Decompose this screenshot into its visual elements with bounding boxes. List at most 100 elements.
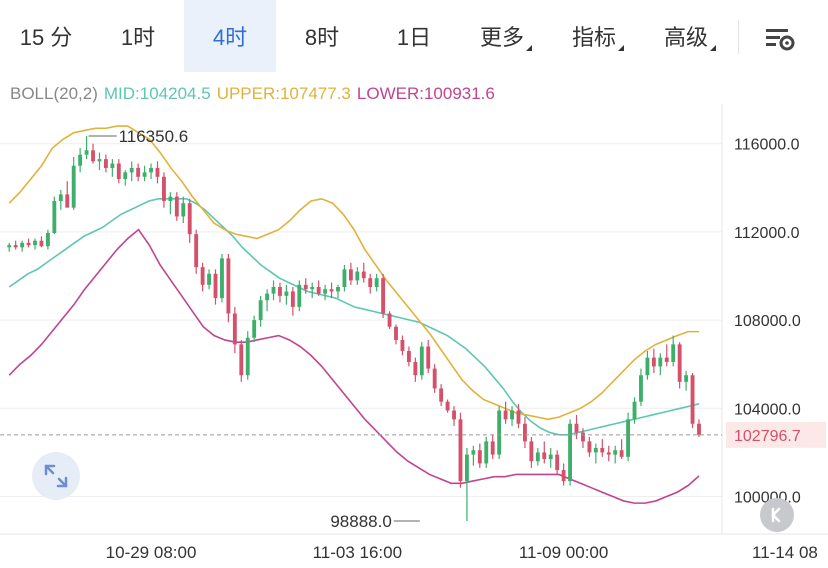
tab-label: 4时 — [212, 25, 248, 50]
candle-body — [677, 344, 682, 382]
candle-body — [684, 375, 689, 382]
candle-body — [471, 450, 476, 455]
tab-label: 指标 — [571, 25, 616, 50]
candle-body — [110, 163, 115, 168]
candle-body — [103, 159, 108, 168]
tab-15min[interactable]: 15 分 — [0, 0, 92, 72]
candle-body — [452, 410, 456, 420]
candle-body — [303, 284, 308, 290]
indicator-name: BOLL(20,2) — [10, 84, 98, 103]
min-price-label: 98888.0 — [330, 512, 391, 531]
candle-body — [619, 450, 624, 457]
candle-body — [458, 419, 463, 482]
tab-label: 1日 — [396, 25, 432, 50]
candle-body — [168, 196, 173, 202]
fullscreen-button[interactable] — [32, 452, 80, 500]
candle-body — [271, 287, 276, 294]
candle-body — [581, 432, 585, 442]
y-tick-label: 108000.0 — [734, 313, 801, 330]
candle-body — [645, 357, 650, 376]
candlestick-chart[interactable]: 100000.0104000.0108000.0112000.0116000.0… — [0, 104, 828, 568]
candle-body — [600, 448, 605, 453]
y-tick-label: 112000.0 — [734, 225, 800, 242]
candle-body — [58, 194, 63, 202]
y-tick-label: 104000.0 — [734, 401, 801, 418]
candle-body — [232, 313, 237, 345]
candle-body — [394, 326, 398, 340]
candle-body — [477, 450, 482, 464]
candle-body — [361, 271, 366, 279]
tab-advanced-dropdown[interactable]: 高级 — [644, 0, 736, 72]
tab-4h[interactable]: 4时 — [184, 0, 276, 72]
candle-body — [348, 269, 353, 281]
tab-1h[interactable]: 1时 — [92, 0, 184, 72]
boll-upper-line — [8, 125, 699, 421]
candle-body — [651, 357, 656, 367]
candle-body — [632, 401, 637, 420]
chart-settings-button[interactable] — [760, 20, 800, 56]
candle-body — [606, 452, 611, 455]
candle-body — [116, 163, 121, 179]
candle-body — [149, 167, 153, 173]
candle-body — [413, 362, 418, 376]
tab-label: 15 分 — [19, 25, 73, 50]
tab-label: 1时 — [120, 25, 156, 50]
candle-body — [690, 375, 695, 424]
candle-body — [39, 240, 44, 247]
candle-body — [142, 172, 147, 177]
max-price-label: 116350.6 — [119, 127, 189, 146]
scroll-to-start-button[interactable] — [760, 498, 794, 532]
tab-indicators-dropdown[interactable]: 指标 — [552, 0, 644, 72]
candle-body — [45, 233, 50, 247]
x-tick-label: 11-09 00:00 — [519, 543, 608, 562]
tab-label: 8时 — [304, 25, 340, 50]
candle-body — [181, 203, 186, 217]
tab-8h[interactable]: 8时 — [276, 0, 368, 72]
x-tick-label: 10-29 08:00 — [106, 543, 197, 562]
candle-body — [568, 423, 572, 482]
dropdown-caret-icon — [526, 39, 532, 51]
candle-body — [368, 278, 373, 288]
candle-body — [97, 159, 102, 162]
candle-body — [574, 423, 579, 433]
candle-body — [523, 423, 527, 442]
double-chevron-left-icon — [771, 507, 781, 523]
candle-body — [490, 441, 495, 455]
candle-body — [510, 410, 514, 420]
candle-body — [33, 240, 37, 246]
y-tick-label: 116000.0 — [734, 137, 800, 154]
legend-lower: LOWER:100931.6 — [356, 84, 495, 103]
candle-body — [252, 320, 257, 338]
candle-body — [658, 357, 663, 367]
candle-body — [239, 344, 244, 376]
candle-body — [284, 291, 289, 296]
candle-body — [400, 339, 405, 351]
candle-body — [432, 368, 437, 389]
chart-settings-icon — [766, 29, 795, 51]
boll-mid-line — [8, 198, 700, 436]
candle-body — [316, 287, 321, 294]
tab-label: 更多 — [479, 25, 524, 50]
candle-body — [207, 273, 211, 285]
candle-body — [664, 357, 669, 362]
candle-body — [310, 287, 315, 290]
candle-body — [26, 242, 31, 246]
candle-body — [297, 284, 302, 307]
candle-body — [245, 337, 250, 376]
candle-body — [187, 203, 192, 235]
candle-body — [439, 388, 444, 402]
candle-body — [529, 441, 534, 462]
tab-more-dropdown[interactable]: 更多 — [460, 0, 552, 72]
candle-body — [65, 194, 70, 208]
candle-body — [220, 258, 224, 299]
x-tick-label: 11-14 08 — [752, 543, 818, 562]
candle-body — [155, 167, 160, 177]
candle-body — [123, 172, 128, 179]
candle-body — [129, 167, 134, 173]
candle-body — [136, 167, 141, 177]
candle-body — [426, 346, 431, 369]
timeframe-toolbar: 15 分 1时 4时 8时 1日 更多 指标 高级 — [0, 0, 828, 72]
tab-1d[interactable]: 1日 — [368, 0, 460, 72]
candle-body — [265, 293, 270, 301]
candle-body — [213, 273, 218, 299]
